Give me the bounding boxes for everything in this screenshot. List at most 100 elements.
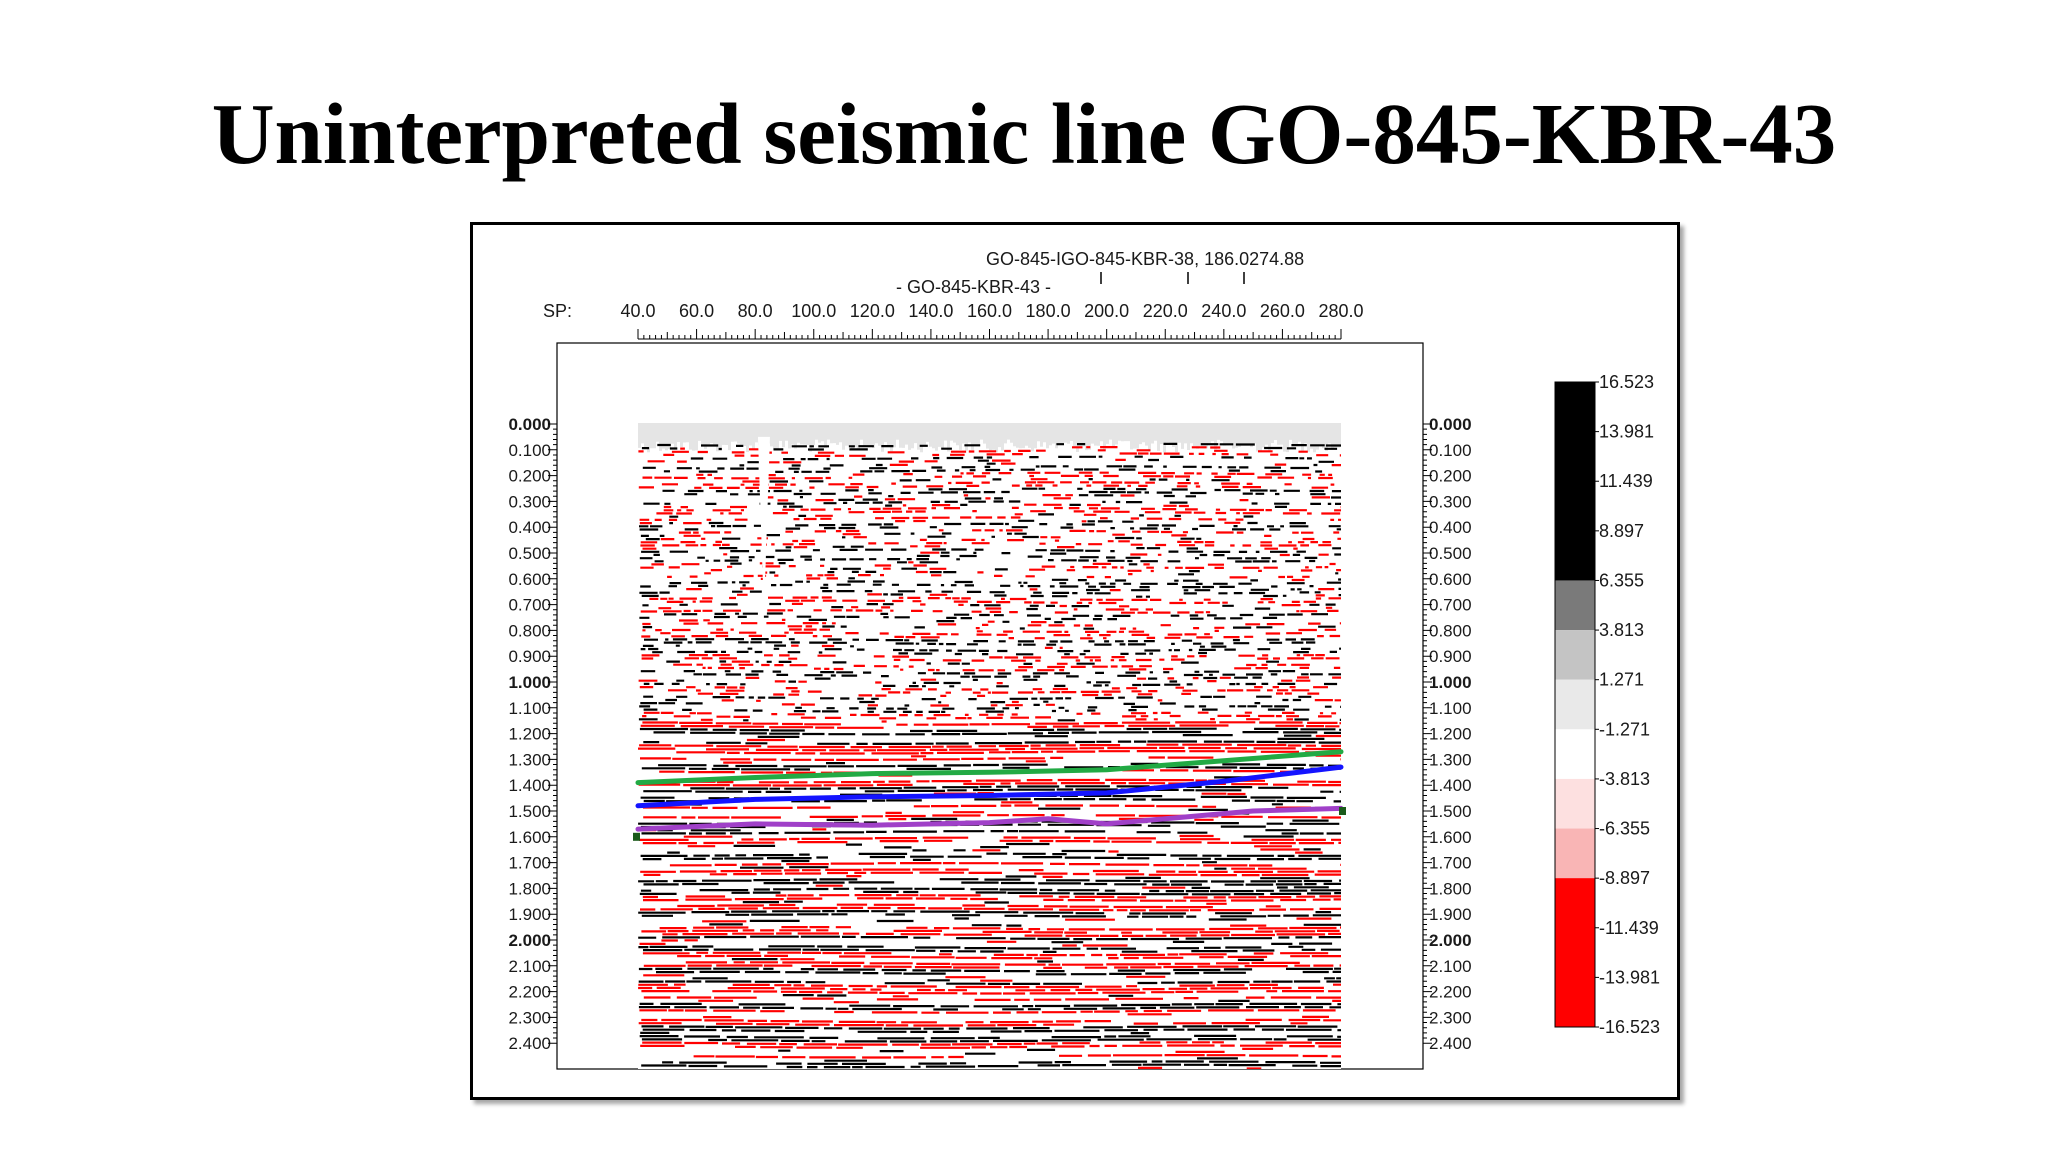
- horizon-lines: [633, 749, 1346, 841]
- time-tick-label: 0.600: [508, 570, 551, 589]
- time-tick-label: 2.000: [1429, 931, 1472, 950]
- sp-tick-label: 200.0: [1084, 301, 1129, 321]
- horizon-line: [635, 805, 1344, 832]
- time-axis-ticks: [1423, 423, 1432, 1044]
- sp-tick-label: 80.0: [738, 301, 773, 321]
- time-axis-right: 0.000 0.100 0.200 0.300 0.400 0.500 0.600 0.700…: [1423, 415, 1472, 1053]
- time-tick-label: 0.700: [1429, 596, 1472, 615]
- time-tick-label: 1.500: [508, 802, 551, 821]
- time-tick-label: 0.500: [508, 544, 551, 563]
- colorbar-bin: [1555, 679, 1595, 730]
- time-tick-label: 0.000: [1429, 415, 1472, 434]
- time-tick-label: 2.100: [508, 957, 551, 976]
- sp-tick-label: 120.0: [850, 301, 895, 321]
- time-tick-label: 1.700: [508, 854, 551, 873]
- slide-title: Uninterpreted seismic line GO-845-KBR-43: [211, 85, 1837, 182]
- time-tick-label: 0.800: [508, 621, 551, 640]
- seismic-figure: GO-845-IGO-845-KBR-38, 186.0274.88 - GO-…: [470, 222, 1680, 1100]
- sp-tick-label: 160.0: [967, 301, 1012, 321]
- sp-tick-label: 140.0: [908, 301, 953, 321]
- seismic-amplitude-data: [638, 436, 1341, 1069]
- time-tick-label: 1.300: [1429, 750, 1472, 769]
- time-tick-label: 2.100: [1429, 957, 1472, 976]
- time-tick-label: 1.600: [508, 828, 551, 847]
- time-tick-label: 1.900: [1429, 905, 1472, 924]
- time-tick-label: 0.900: [1429, 647, 1472, 666]
- time-tick-label: 2.400: [508, 1034, 551, 1053]
- time-tick-label: 0.100: [508, 441, 551, 460]
- time-tick-label: 0.300: [1429, 492, 1472, 511]
- colorbar-bin: [1555, 729, 1595, 779]
- time-tick-label: 1.800: [508, 879, 551, 898]
- time-tick-label: 1.900: [508, 905, 551, 924]
- colorbar-label: -13.981: [1599, 967, 1660, 987]
- sp-tick-label: 240.0: [1201, 301, 1246, 321]
- time-tick-label: 0.100: [1429, 441, 1472, 460]
- colorbar-bin: [1555, 580, 1595, 631]
- time-tick-label: 1.000: [508, 673, 551, 692]
- sp-tick-label: 260.0: [1260, 301, 1305, 321]
- time-tick-label: 2.200: [508, 983, 551, 1002]
- sp-axis: 40.0 60.0 80.0 100.0 120.0 140.0 160.0 180.0 200…: [620, 301, 1363, 321]
- time-tick-label: 1.800: [1429, 879, 1472, 898]
- colorbar-bin: [1555, 382, 1595, 581]
- colorbar-label: -6.355: [1599, 819, 1650, 839]
- time-tick-label: 0.900: [508, 647, 551, 666]
- colorbar-label: 1.271: [1599, 670, 1644, 690]
- time-tick-label: 1.300: [508, 750, 551, 769]
- time-tick-label: 1.100: [508, 699, 551, 718]
- time-tick-label: 2.200: [1429, 983, 1472, 1002]
- sp-axis-label: SP:: [543, 301, 572, 321]
- colorbar-label: 16.523: [1599, 372, 1654, 392]
- colorbar-label: 8.897: [1599, 521, 1644, 541]
- colorbar-label: 11.439: [1599, 471, 1653, 491]
- time-tick-label: 1.400: [1429, 776, 1472, 795]
- sp-tick-label: 220.0: [1143, 301, 1188, 321]
- line-name-label: - GO-845-KBR-43 -: [896, 277, 1051, 297]
- time-tick-label: 1.200: [508, 725, 551, 744]
- colorbar-bin: [1555, 778, 1595, 829]
- horizon-end-marker: [1339, 807, 1346, 815]
- time-tick-label: 1.500: [1429, 802, 1472, 821]
- time-tick-label: 1.000: [1429, 673, 1472, 692]
- colorbar-bin: [1555, 828, 1595, 879]
- colorbar-label: -11.439: [1599, 918, 1659, 938]
- colorbar-label: -8.897: [1599, 868, 1650, 888]
- seismic-positive-amplitude: [638, 442, 1341, 1069]
- time-tick-label: 1.600: [1429, 828, 1472, 847]
- colorbar-label: 3.813: [1599, 620, 1644, 640]
- colorbar-label: -16.523: [1599, 1017, 1660, 1037]
- time-tick-label: 2.300: [1429, 1008, 1472, 1027]
- time-tick-label: 1.100: [1429, 699, 1472, 718]
- sp-axis-minor-ticks: [637, 329, 1342, 340]
- sp-tick-label: 40.0: [620, 301, 655, 321]
- time-tick-label: 1.700: [1429, 854, 1472, 873]
- time-axis-left: 0.000 0.100 0.200 0.300 0.400 0.500 0.600 0.700…: [508, 415, 557, 1053]
- time-tick-label: 2.000: [508, 931, 551, 950]
- tie-line-label: GO-845-IGO-845-KBR-38, 186.0274.88: [986, 249, 1304, 269]
- sp-tick-label: 60.0: [679, 301, 714, 321]
- seismic-white-fill: [638, 439, 1341, 1069]
- colorbar-frame: [1554, 381, 1596, 1028]
- seismic-negative-amplitude: [638, 446, 1341, 1069]
- time-tick-label: 2.300: [508, 1008, 551, 1027]
- time-tick-label: 0.700: [508, 596, 551, 615]
- colorbar-label: -1.271: [1599, 719, 1650, 739]
- time-tick-label: 0.400: [1429, 518, 1472, 537]
- time-tick-label: 0.200: [508, 467, 551, 486]
- seismic-section-chart: GO-845-IGO-845-KBR-38, 186.0274.88 - GO-…: [508, 249, 1660, 1070]
- time-tick-label: 1.200: [1429, 725, 1472, 744]
- horizon-line: [635, 749, 1344, 786]
- amplitude-colorbar: 16.523 13.981 11.439 8.897 6.355 3.813 1.271 -1…: [1554, 372, 1660, 1037]
- colorbar-label: -3.813: [1599, 769, 1650, 789]
- time-tick-label: 0.600: [1429, 570, 1472, 589]
- horizon-line: [635, 764, 1344, 809]
- sp-ruler: [637, 329, 1342, 340]
- colorbar-label: 13.981: [1599, 422, 1654, 442]
- time-tick-label: 0.500: [1429, 544, 1472, 563]
- horizon-end-marker: [633, 832, 640, 841]
- time-tick-label: 1.400: [508, 776, 551, 795]
- sp-tick-label: 280.0: [1318, 301, 1363, 321]
- sp-tick-label: 180.0: [1026, 301, 1071, 321]
- colorbar-label: 6.355: [1599, 570, 1644, 590]
